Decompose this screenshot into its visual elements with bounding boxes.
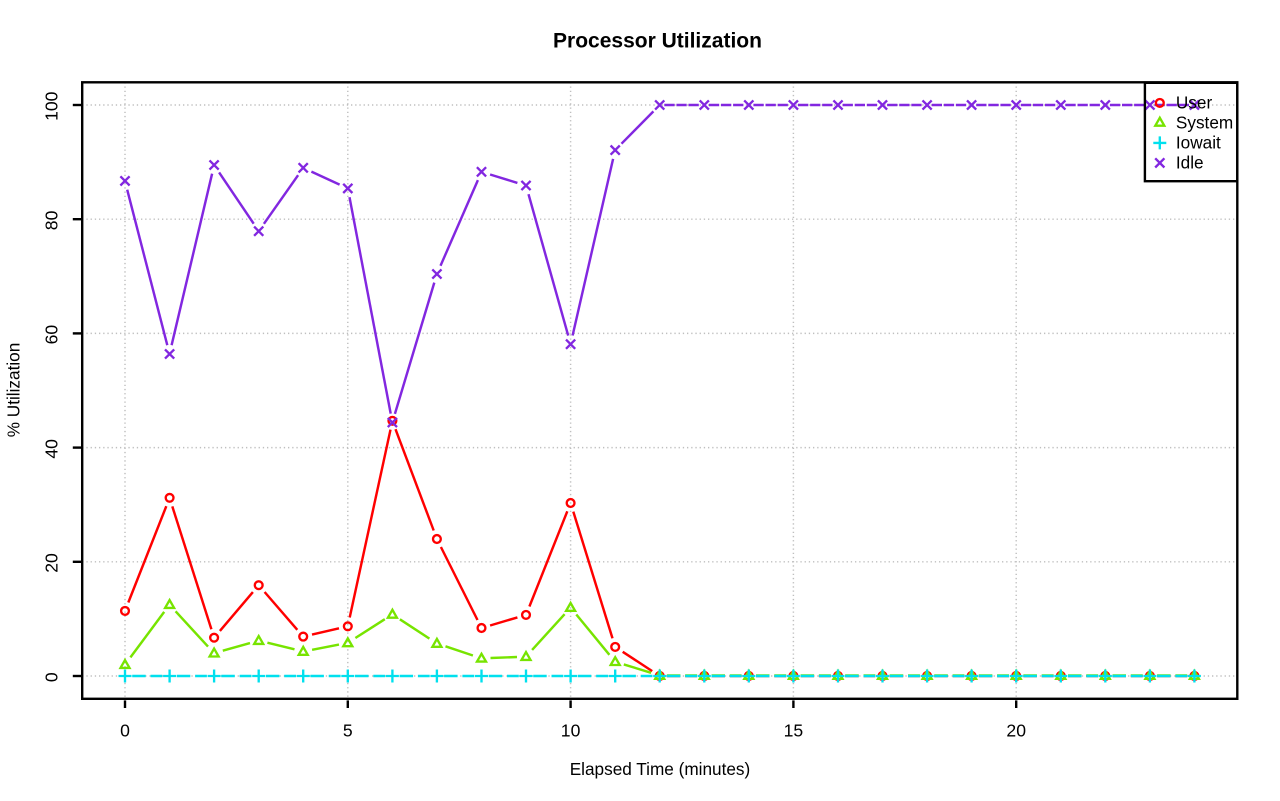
svg-text:100: 100: [42, 91, 62, 121]
svg-text:20: 20: [42, 553, 62, 573]
svg-text:40: 40: [42, 439, 62, 459]
svg-text:0: 0: [120, 720, 130, 740]
svg-text:% Utilization: % Utilization: [4, 343, 24, 438]
svg-text:Elapsed Time (minutes): Elapsed Time (minutes): [570, 759, 751, 779]
svg-text:15: 15: [784, 720, 804, 740]
svg-text:Processor Utilization: Processor Utilization: [553, 29, 762, 52]
svg-text:5: 5: [343, 720, 353, 740]
svg-text:20: 20: [1006, 720, 1026, 740]
svg-text:System: System: [1176, 113, 1233, 133]
svg-text:10: 10: [561, 720, 581, 740]
svg-text:User: User: [1176, 93, 1213, 113]
svg-text:80: 80: [42, 210, 62, 230]
svg-text:0: 0: [42, 672, 62, 682]
svg-text:60: 60: [42, 325, 62, 345]
svg-text:Iowait: Iowait: [1176, 133, 1221, 153]
svg-text:Idle: Idle: [1176, 153, 1204, 173]
